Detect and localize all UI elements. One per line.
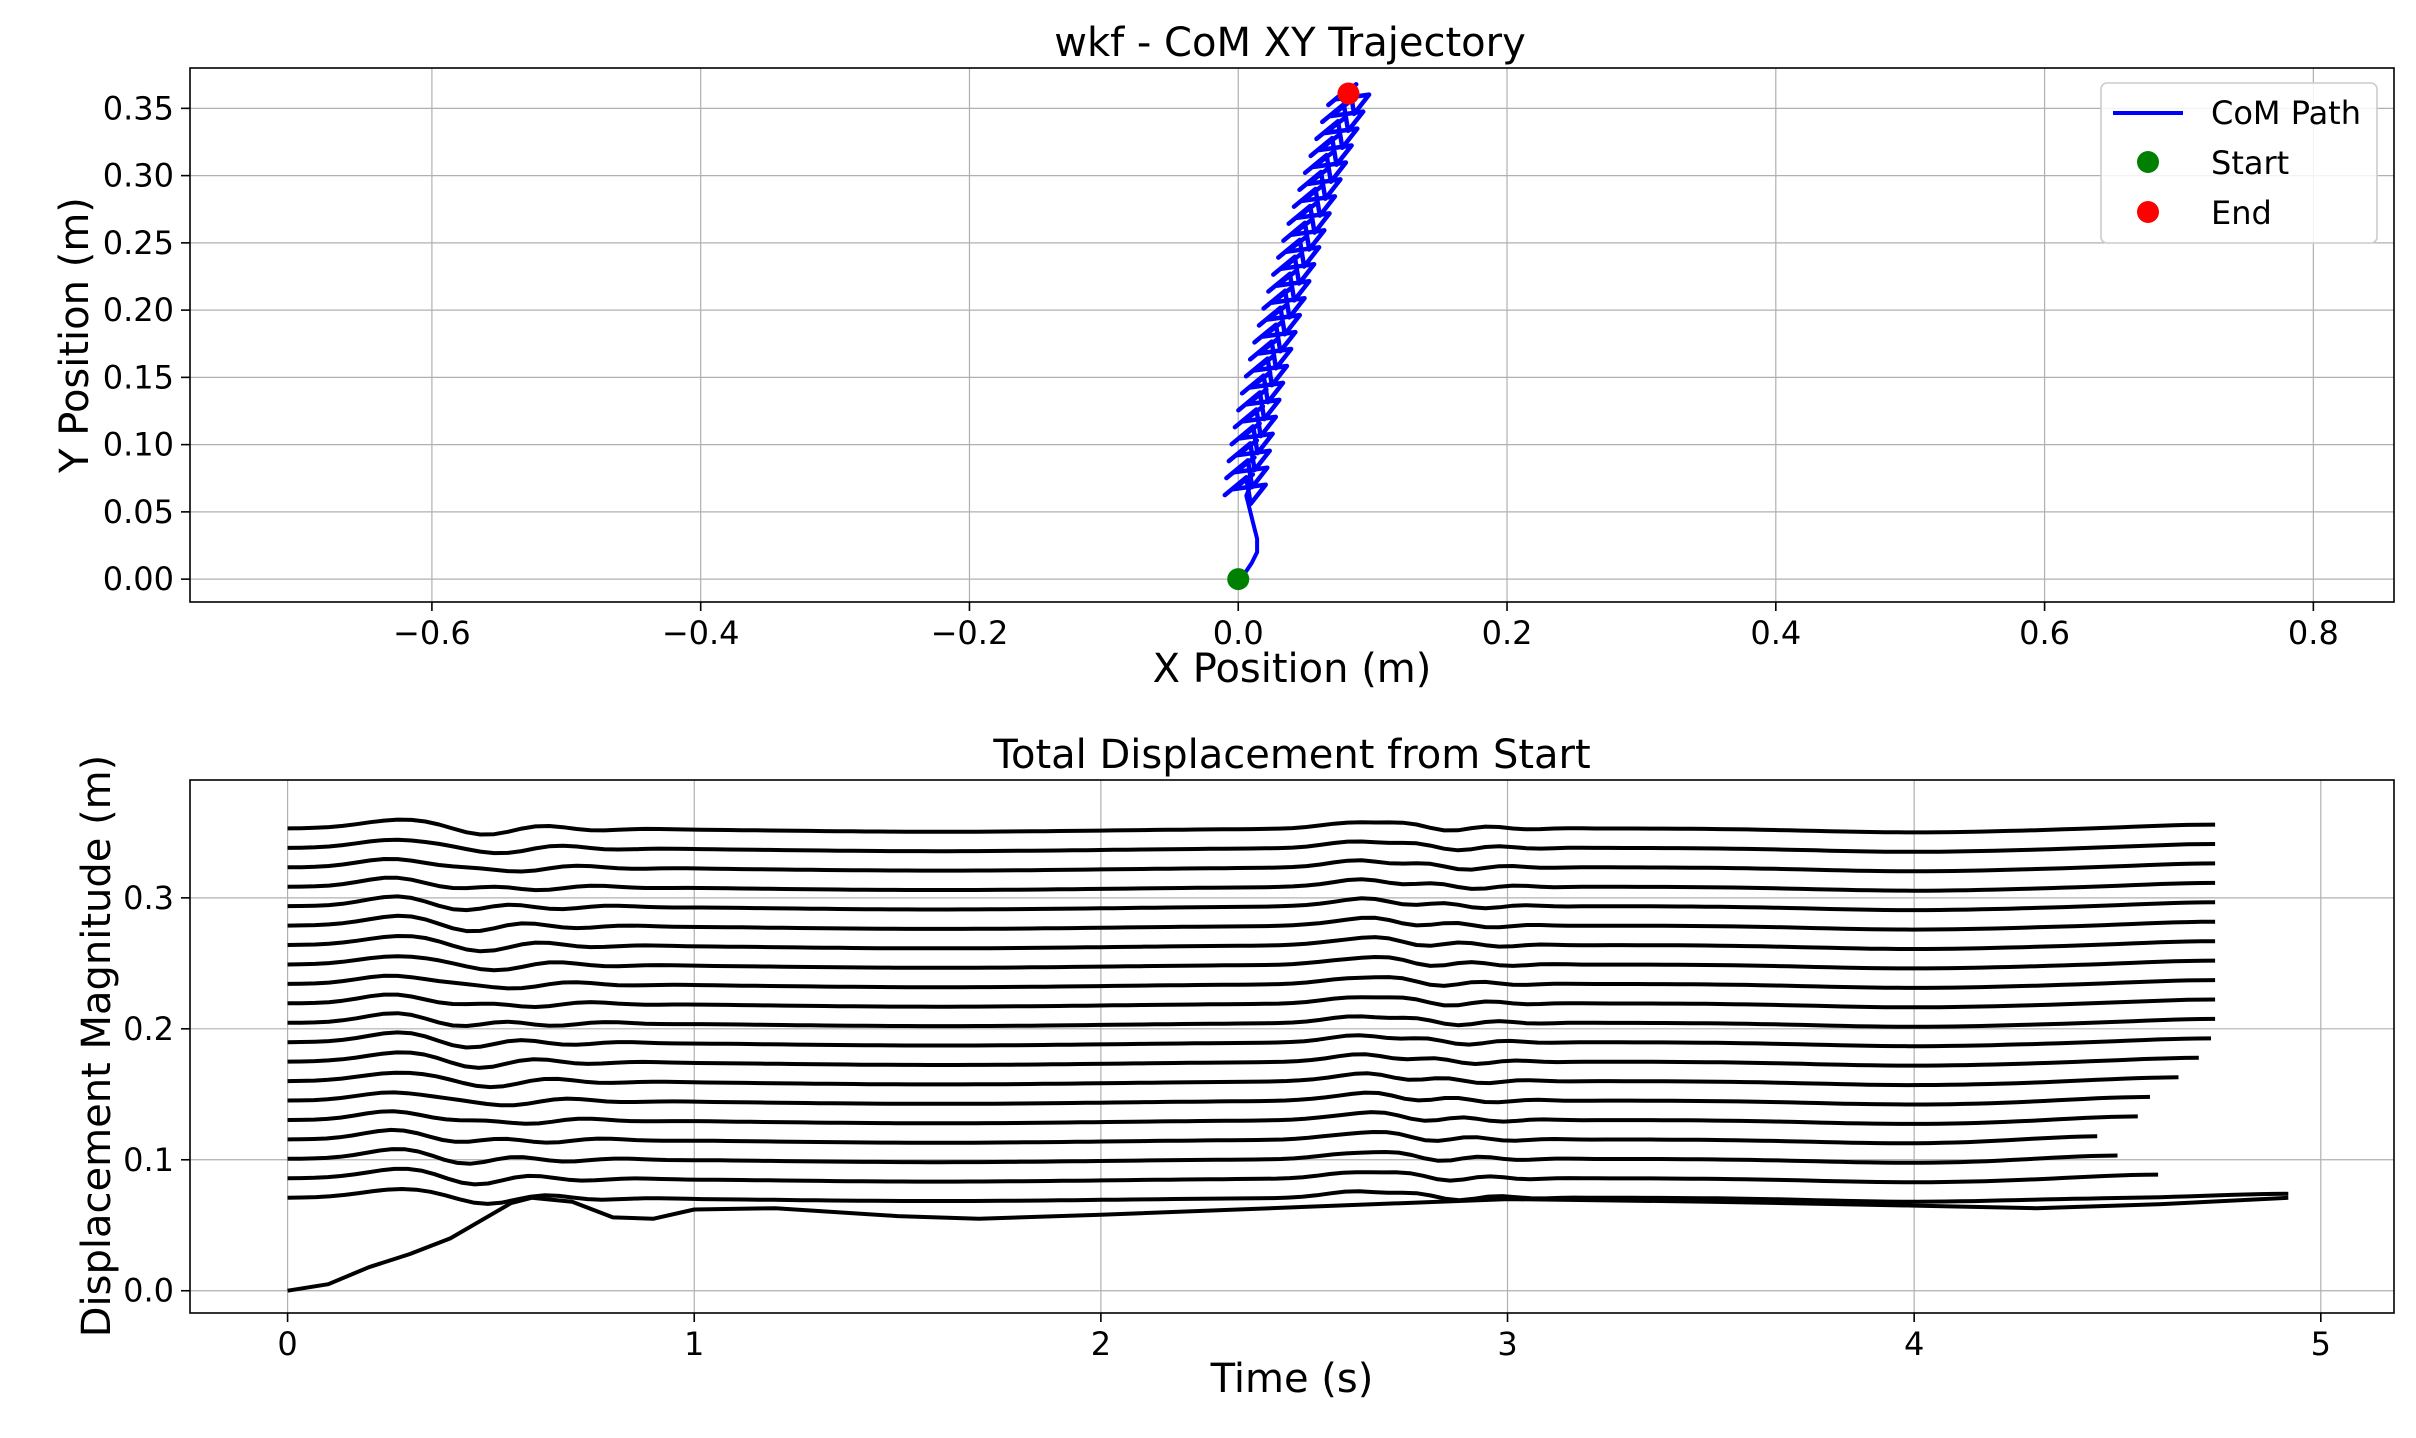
displacement-xtick-label: 1: [684, 1325, 704, 1363]
com-path-step: [1239, 370, 1286, 405]
legend-start-label: Start: [2211, 144, 2289, 182]
com-path-step: [1302, 149, 1349, 184]
com-path-step: [1271, 251, 1317, 286]
trajectory-xtick-label: 0.0: [1213, 614, 1264, 652]
trajectory-axes-frame: [189, 67, 2395, 603]
displacement-plot: Total Displacement from Start 0 1 2 3 4 50.00…: [74, 732, 2395, 1402]
displacement-band-line: [287, 857, 2216, 874]
trajectory-xtick-label: −0.4: [662, 614, 740, 652]
trajectory-xtick-label: −0.6: [393, 614, 471, 652]
trajectory-title: wkf - CoM XY Trajectory: [1054, 20, 1526, 66]
com-path-step: [1261, 285, 1307, 320]
displacement-band-line: [287, 1011, 2216, 1029]
trajectory-ytick-label: 0.20: [103, 291, 174, 329]
com-path-step: [1224, 455, 1270, 490]
displacement-band-line: [287, 1109, 2138, 1126]
com-path-step: [1266, 268, 1312, 303]
trajectory-xtick-label: 0.2: [1482, 614, 1533, 652]
displacement-band-line: [287, 1070, 2179, 1090]
trajectory-xtick-label: 0.8: [2288, 614, 2339, 652]
trajectory-ytick-label: 0.00: [103, 560, 174, 598]
com-path-step: [1229, 421, 1275, 456]
start-marker: [1227, 568, 1250, 591]
displacement-band-line: [287, 1050, 2199, 1070]
displacement-ytick-label: 0.1: [123, 1141, 174, 1179]
legend-end-marker: [2137, 201, 2159, 223]
displacement-ticks: 0 1 2 3 4 5 0.0 0.1 0.2 0.3: [123, 879, 2331, 1363]
displacement-grid: [190, 780, 2394, 1313]
displacement-band-line: [287, 1127, 2098, 1146]
displacement-band-line: [287, 992, 2216, 1010]
trajectory-ytick-label: 0.25: [103, 224, 174, 262]
legend-com-path-label: CoM Path: [2211, 94, 2361, 132]
com-path-step: [1222, 472, 1268, 507]
trajectory-ytick-label: 0.35: [103, 89, 174, 127]
displacement-series: [287, 817, 2289, 1293]
displacement-line: [287, 1195, 2289, 1293]
displacement-xtick-label: 4: [1904, 1325, 1924, 1363]
displacement-band-line: [287, 894, 2216, 913]
trajectory-ticks: −0.6 −0.4 −0.2 0.0 0.2 0.4 0.6 0.8 0.00 0.05 0.10 0…: [103, 89, 2339, 652]
displacement-band-line: [287, 1187, 2289, 1206]
trajectory-plot: wkf - CoM XY Trajectory −0.6 −0.4 −0.2 0.0 0…: [52, 20, 2395, 692]
com-path-step: [1286, 200, 1332, 235]
end-marker: [1337, 82, 1360, 105]
displacement-band-line: [287, 1090, 2151, 1108]
com-path-step: [1308, 132, 1354, 167]
displacement-band-line: [287, 934, 2216, 954]
com-path-step: [1252, 319, 1298, 354]
com-path-step: [1232, 404, 1279, 439]
displacement-xlabel: Time (s): [1210, 1356, 1374, 1402]
com-path-step: [1291, 183, 1338, 218]
displacement-band-line: [287, 913, 2216, 934]
legend-box: [2100, 82, 2378, 244]
displacement-axes-frame: [189, 779, 2395, 1314]
trajectory-ytick-label: 0.05: [103, 493, 174, 531]
displacement-band-line: [287, 954, 2216, 973]
trajectory-xlabel: X Position (m): [1153, 646, 1432, 692]
displacement-band-line: [287, 973, 2216, 991]
trajectory-xtick-label: 0.4: [1750, 614, 1801, 652]
com-path-step: [1226, 438, 1272, 473]
displacement-title: Total Displacement from Start: [992, 732, 1590, 778]
trajectory-series: [1222, 82, 1372, 591]
com-path-step: [1236, 387, 1282, 422]
displacement-ytick-label: 0.3: [123, 879, 174, 917]
displacement-band-line: [287, 817, 2216, 837]
trajectory-ytick-label: 0.10: [103, 426, 174, 464]
trajectory-ytick-label: 0.30: [103, 157, 174, 195]
com-path-step: [1243, 353, 1290, 388]
trajectory-ylabel: Y Position (m): [52, 197, 98, 474]
com-path-step: [1314, 115, 1360, 151]
com-path-step: [1281, 217, 1327, 252]
legend-end-label: End: [2211, 194, 2272, 232]
trajectory-xtick-label: 0.6: [2019, 614, 2070, 652]
displacement-band-line: [287, 1030, 2212, 1050]
displacement-band-line: [287, 1147, 2118, 1166]
com-path-step: [1320, 98, 1366, 134]
legend-start-marker: [2137, 151, 2159, 173]
legend: CoM Path Start End: [2100, 82, 2378, 244]
displacement-band-line: [287, 837, 2216, 856]
displacement-ylabel: Displacement Magnitude (m): [74, 755, 120, 1338]
com-path-step: [1297, 166, 1343, 201]
com-path-step: [1256, 302, 1303, 337]
trajectory-grid: [190, 68, 2394, 602]
trajectory-xtick-label: −0.2: [931, 614, 1009, 652]
displacement-xtick-label: 3: [1497, 1325, 1517, 1363]
displacement-band-line: [287, 1166, 2159, 1187]
displacement-ytick-label: 0.2: [123, 1010, 174, 1048]
displacement-ytick-label: 0.0: [123, 1272, 174, 1310]
displacement-xtick-label: 2: [1091, 1325, 1111, 1363]
displacement-xtick-label: 5: [2311, 1325, 2331, 1363]
displacement-band-line: [287, 875, 2216, 893]
displacement-xtick-label: 0: [277, 1325, 297, 1363]
trajectory-ytick-label: 0.15: [103, 358, 174, 396]
com-path-step: [1276, 234, 1322, 269]
com-path-step: [1247, 336, 1294, 371]
